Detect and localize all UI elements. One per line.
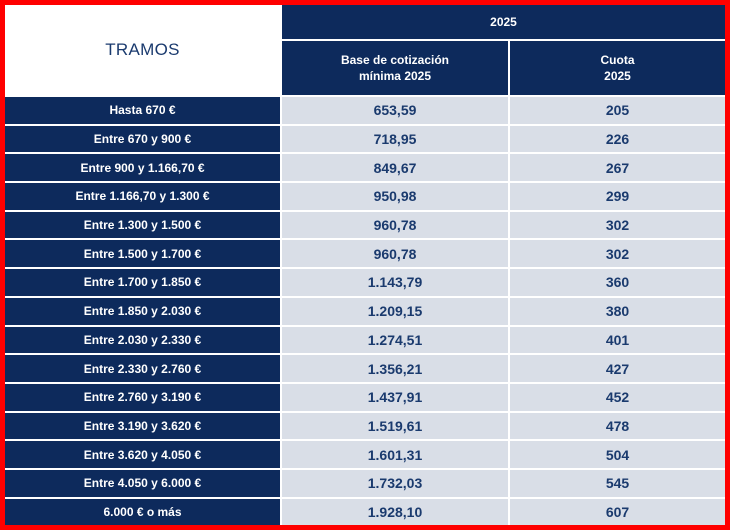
base-cell: 1.356,21 — [280, 353, 509, 383]
base-cell: 1.928,10 — [280, 496, 509, 525]
cuota-cell: 360 — [507, 267, 725, 297]
table-row: Entre 3.620 y 4.050 €1.601,31 504 — [5, 439, 725, 469]
table-row: Entre 900 y 1.166,70 €849,67 267 — [5, 152, 725, 183]
table-row: Entre 2.760 y 3.190 €1.437,91 452 — [5, 381, 725, 412]
table-row: Entre 4.050 y 6.000 €1.732,03 545 — [5, 467, 725, 498]
base-cell: 1.143,79 — [280, 267, 509, 297]
table-row: Entre 2.030 y 2.330 €1.274,51 401 — [5, 324, 725, 355]
tramo-cell: Entre 4.050 y 6.000 € — [5, 467, 281, 498]
tramo-cell: Entre 2.760 y 3.190 € — [5, 381, 281, 412]
tramo-cell: Entre 3.620 y 4.050 € — [5, 439, 281, 469]
base-cell: 718,95 — [280, 123, 509, 154]
tramo-cell: Entre 1.166,70 y 1.300 € — [5, 181, 281, 211]
cuota-cell: 302 — [507, 238, 725, 269]
tramo-cell: Entre 900 y 1.166,70 € — [5, 152, 281, 183]
table-row: Entre 1.500 y 1.700 €960,78 302 — [5, 238, 725, 269]
header-row-columns: Base de cotización mínima 2025 Cuota 202… — [5, 40, 725, 96]
cuota-cell: 302 — [507, 209, 725, 240]
tramo-cell: Entre 1.700 y 1.850 € — [5, 267, 281, 297]
table-row: Entre 1.850 y 2.030 €1.209,15 380 — [5, 295, 725, 326]
tramos-header: TRAMOS — [5, 5, 281, 96]
table-row: Entre 1.700 y 1.850 €1.143,79 360 — [5, 267, 725, 297]
tramo-cell: Hasta 670 € — [5, 95, 281, 125]
table-frame: TRAMOS 2025 Base de cotización mínima 20… — [5, 5, 725, 525]
table-row: 6.000 € o más 1.928,10 607 — [5, 496, 725, 525]
tramo-cell: Entre 2.030 y 2.330 € — [5, 324, 281, 355]
cuota-cell: 607 — [507, 496, 725, 525]
base-column-header: Base de cotización mínima 2025 — [280, 40, 509, 96]
year-header: 2025 — [279, 5, 725, 41]
cuotas-table: TRAMOS 2025 Base de cotización mínima 20… — [5, 5, 725, 525]
tramo-cell: Entre 1.850 y 2.030 € — [5, 295, 281, 326]
cuota-cell: 545 — [507, 467, 725, 498]
cuota-cell: 478 — [507, 410, 725, 441]
tramo-cell: Entre 1.300 y 1.500 € — [5, 209, 281, 240]
cuota-cell: 401 — [507, 324, 725, 355]
base-cell: 653,59 — [280, 95, 509, 125]
base-cell: 1.732,03 — [280, 467, 509, 498]
cuota-cell: 452 — [507, 381, 725, 412]
table-row: Entre 2.330 y 2.760 €1.356,21 427 — [5, 353, 725, 383]
cuota-column-header: Cuota 2025 — [507, 40, 725, 96]
table-row: Entre 1.166,70 y 1.300 €950,98 299 — [5, 181, 725, 211]
table-row: Entre 670 y 900 €718,95 226 — [5, 123, 725, 154]
tramo-cell: Entre 670 y 900 € — [5, 123, 281, 154]
cuota-cell: 299 — [507, 181, 725, 211]
table-row: Entre 1.300 y 1.500 €960,78 302 — [5, 209, 725, 240]
base-cell: 960,78 — [280, 209, 509, 240]
base-cell: 849,67 — [280, 152, 509, 183]
tramo-cell: Entre 1.500 y 1.700 € — [5, 238, 281, 269]
tramo-cell: 6.000 € o más — [5, 496, 281, 525]
cuota-cell: 380 — [507, 295, 725, 326]
cuota-cell: 427 — [507, 353, 725, 383]
base-cell: 1.274,51 — [280, 324, 509, 355]
base-cell: 960,78 — [280, 238, 509, 269]
base-cell: 1.519,61 — [280, 410, 509, 441]
cuota-cell: 205 — [507, 95, 725, 125]
tramo-cell: Entre 3.190 y 3.620 € — [5, 410, 281, 441]
base-cell: 1.209,15 — [280, 295, 509, 326]
table-row: Entre 3.190 y 3.620 €1.519,61 478 — [5, 410, 725, 441]
cuota-cell: 504 — [507, 439, 725, 469]
base-cell: 1.437,91 — [280, 381, 509, 412]
table-body: Hasta 670 €653,59 205 Entre 670 y 900 €718… — [5, 95, 725, 525]
cuota-cell: 267 — [507, 152, 725, 183]
table-row: Hasta 670 €653,59 205 — [5, 95, 725, 125]
base-cell: 1.601,31 — [280, 439, 509, 469]
cuota-cell: 226 — [507, 123, 725, 154]
tramo-cell: Entre 2.330 y 2.760 € — [5, 353, 281, 383]
header-row-year: TRAMOS 2025 — [5, 5, 725, 96]
base-cell: 950,98 — [280, 181, 509, 211]
